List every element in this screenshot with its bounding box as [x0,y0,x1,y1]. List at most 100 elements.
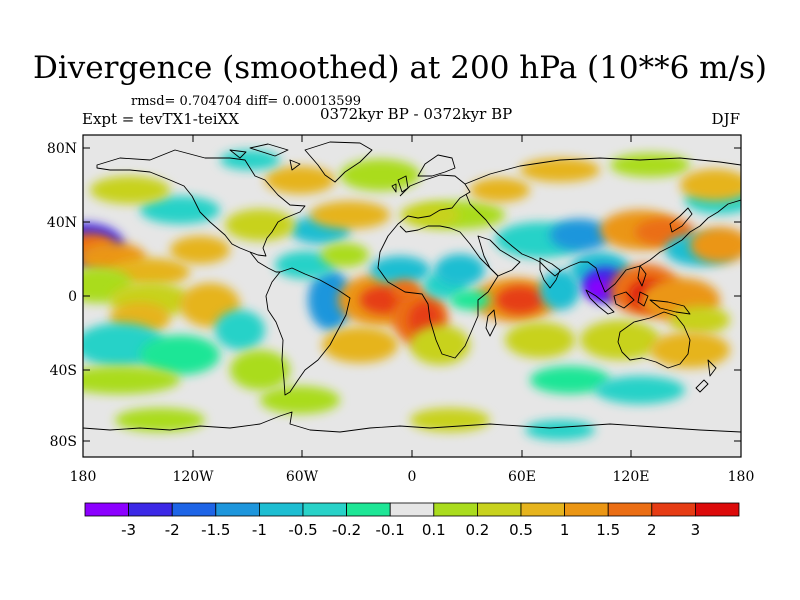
colorbar-label: 0.5 [509,521,533,539]
lon-tick-label: 60E [508,469,536,485]
map-panel [83,135,741,457]
colorbar-swatch [607,502,653,517]
contour-region [435,254,485,286]
contour-region [370,256,430,284]
contour-region [595,376,685,404]
colorbar-label: 1.5 [596,521,620,539]
contour-region [410,325,470,365]
contour-region [310,201,390,229]
colorbar-label: 0.2 [465,521,489,539]
colorbar-label: 1 [560,521,570,539]
contour-region [400,203,460,227]
contour-region [690,227,741,263]
colorbar-swatch [564,502,609,517]
experiment-label: Expt = tevTX1-teiXX [82,110,239,128]
longitude-axis: 180 120W 60W 0 60E 120E 180 [70,135,755,485]
coast-europe-africa [377,174,499,359]
contour-region [470,178,530,202]
stats-text: rmsd= 0.704704 diff= 0.00013599 [131,94,362,109]
coast-greenland [304,141,373,183]
contour-region [540,270,580,310]
coast-japan [669,207,693,233]
lat-tick-label: 40S [50,363,77,379]
coast-arctic-islands [229,143,301,171]
season-label: DJF [711,110,740,128]
contour-region [450,290,490,310]
contour-region [220,150,280,170]
contour-region [83,366,180,394]
colorbar-label: -2 [165,521,180,539]
coast-scandinavia [417,154,456,177]
colorbar-swatch [389,502,435,517]
lat-tick-label: 40N [47,215,77,231]
colorbar-label: 2 [647,521,657,539]
colorbar-swatch [433,502,478,517]
contour-region [586,278,610,298]
lon-tick-label: 60W [286,469,319,485]
contour-region [115,408,205,432]
contour-region [230,350,290,390]
colorbar-swatch [258,502,304,517]
colorbar-label: -3 [121,521,136,539]
colorbar-label: 0.1 [422,521,446,539]
contour-region [275,251,335,279]
colorbar-swatch [128,502,173,517]
coast-british-isles [391,175,409,193]
contour-region [90,176,170,204]
coast-north-america [96,149,306,257]
contour-region [321,243,369,267]
coast-arabia [477,235,521,277]
coastlines [83,141,741,433]
colorbar-swatch [695,502,740,517]
map-title: Divergence (smoothed) at 200 hPa (10**6 … [33,50,767,86]
contour-region [580,320,660,360]
coast-australia [617,311,691,369]
colorbar-label: -1.5 [201,521,230,539]
divergence-field [83,150,741,440]
coast-india [539,257,561,289]
colorbar-swatch [171,502,217,517]
coast-asia [464,157,741,293]
contour-region [140,335,220,375]
colorbar-swatch [520,502,565,517]
contour-region [140,196,220,224]
contour-region [322,327,398,363]
colorbar-swatch [84,502,129,517]
lon-tick-label: 120E [613,469,650,485]
contour-region [260,386,340,414]
coast-south-america [265,267,351,396]
lat-tick-label: 0 [68,289,77,305]
lat-tick-label: 80N [47,141,77,157]
contour-region [496,286,544,314]
contour-region [170,236,230,264]
contour-region [215,310,265,350]
contour-region [265,166,335,194]
contour-region [505,322,575,358]
colorbar-label: -0.2 [332,521,361,539]
colorbar-label: -1 [252,521,267,539]
contour-region [410,408,490,432]
coast-central-america [249,251,280,273]
colorbar-swatch [346,502,391,517]
contour-region [610,153,690,177]
coast-new-zealand [695,359,717,393]
lon-tick-label: 180 [728,469,755,485]
colorbar-label: 3 [691,521,701,539]
colorbar-swatch [302,502,347,517]
contour-region [550,219,610,251]
colorbar-label: -0.5 [288,521,317,539]
contour-region [520,158,600,182]
contour-region [225,209,295,241]
lon-tick-label: 0 [408,469,417,485]
coast-antarctica [83,411,741,433]
coast-madagascar [485,309,497,337]
colorbar-swatch [476,502,522,517]
contour-region [308,270,352,330]
contour-region [391,280,419,300]
colorbar: -3 -2 -1.5 -1 -0.5 -0.2 -0.1 0.1 0.2 0.5 1 1.5 2 3 [84,502,740,539]
lon-tick-label: 120W [172,469,214,485]
contour-region [650,332,730,368]
coast-maritime-continent [585,265,691,315]
colorbar-label: -0.1 [376,521,405,539]
